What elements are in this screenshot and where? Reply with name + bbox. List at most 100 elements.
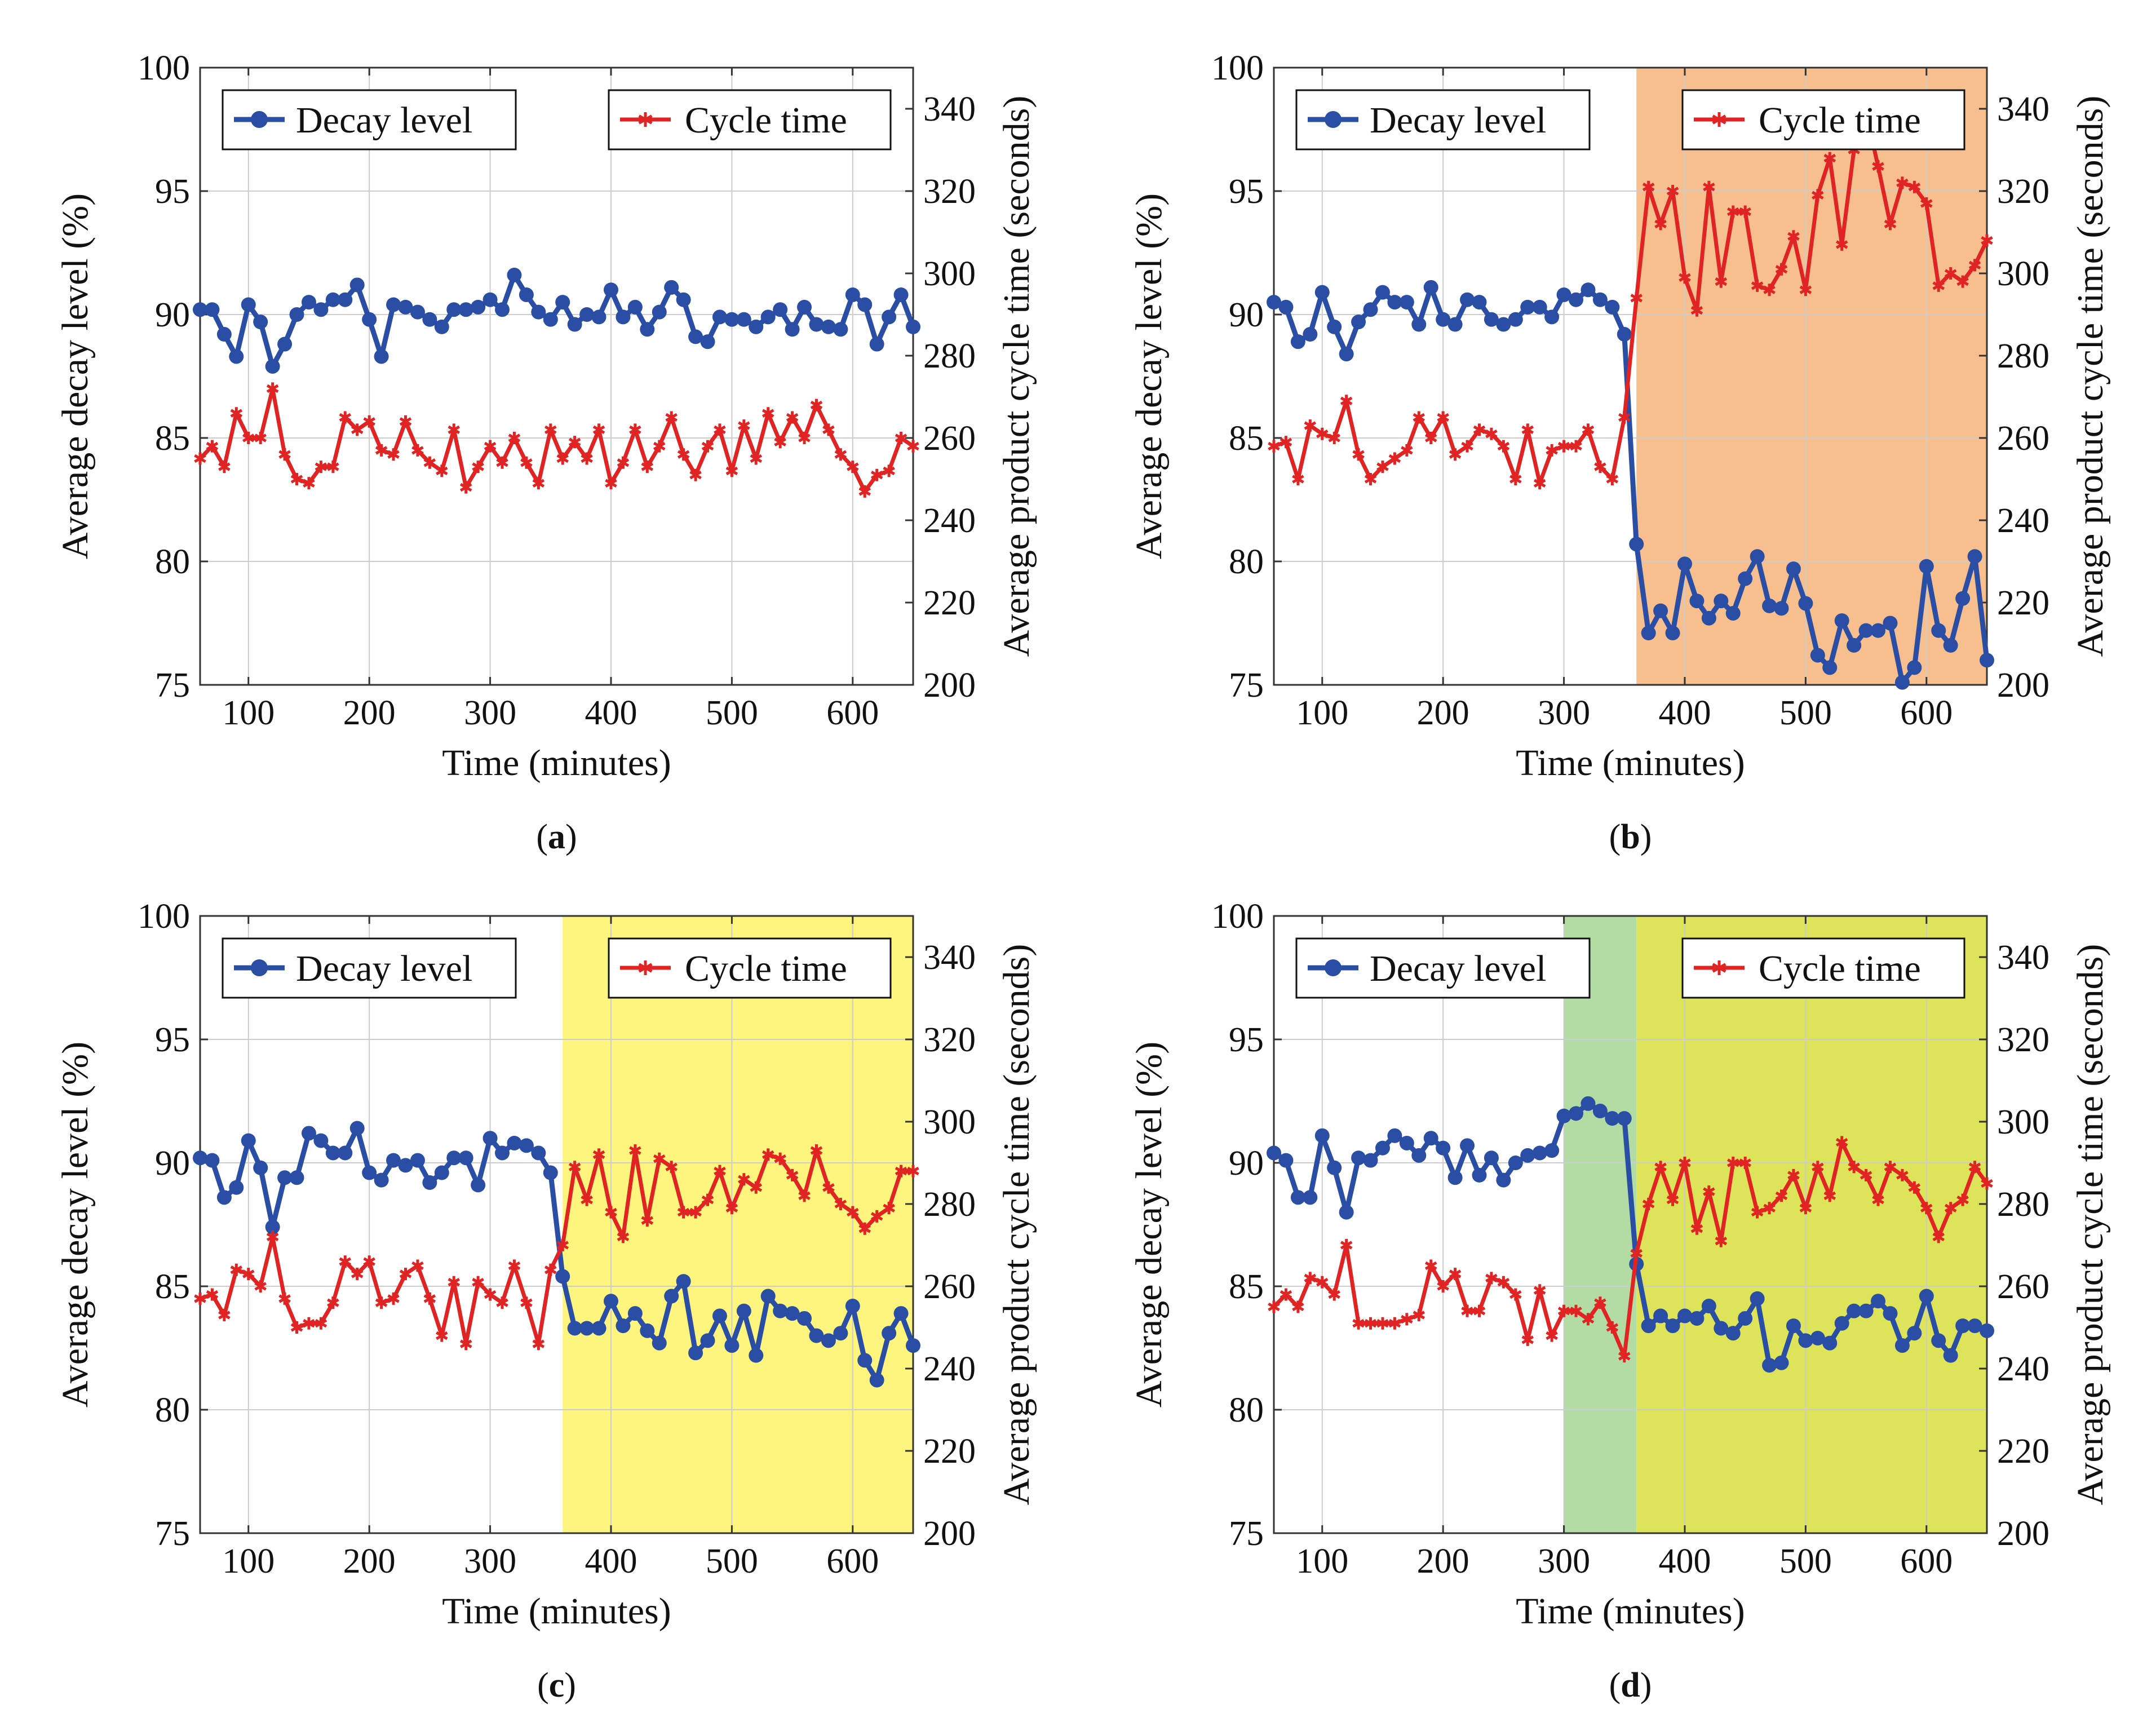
shaded-region-1 xyxy=(1564,916,1637,1533)
decay-level-point xyxy=(785,322,800,337)
decay-level-point xyxy=(1423,1131,1438,1146)
decay-level-point xyxy=(1786,561,1801,577)
y-right-tick-label: 280 xyxy=(1997,337,2049,375)
decay-level-point xyxy=(374,349,389,364)
legend-marker-star xyxy=(638,112,653,127)
cycle-time-point xyxy=(798,1189,811,1202)
decay-level-point xyxy=(1303,327,1318,342)
cycle-time-point xyxy=(822,423,835,436)
decay-level-point xyxy=(374,1172,389,1188)
y-right-tick-label: 320 xyxy=(923,172,976,211)
decay-level-point xyxy=(229,1180,244,1195)
decay-level-point xyxy=(1375,285,1390,300)
decay-level-point xyxy=(1919,1289,1934,1304)
decay-level-point xyxy=(1822,1335,1838,1351)
x-tick-label: 300 xyxy=(464,1542,516,1581)
cycle-time-point xyxy=(1292,473,1304,485)
x-tick-label: 100 xyxy=(222,1542,275,1581)
cycle-time-point xyxy=(1968,1161,1981,1174)
caption-close: ) xyxy=(565,818,577,856)
cycle-time-point xyxy=(1570,440,1582,453)
decay-level-point xyxy=(676,1274,691,1289)
decay-level-point xyxy=(507,1135,522,1150)
cycle-time-point xyxy=(423,1292,436,1305)
cycle-time-point xyxy=(266,382,279,395)
legend-marker-star xyxy=(1712,112,1726,127)
x-tick-label: 600 xyxy=(826,1542,879,1581)
decay-level-point xyxy=(567,317,582,332)
cycle-time-point xyxy=(544,423,557,436)
cycle-time-point xyxy=(472,1276,484,1289)
decay-level-point xyxy=(1544,1143,1560,1158)
y-left-tick-label: 95 xyxy=(1229,1021,1264,1059)
y-left-tick-label: 95 xyxy=(1229,172,1264,211)
decay-level-point xyxy=(1617,327,1632,342)
decay-level-point xyxy=(1581,1096,1596,1111)
decay-level-point xyxy=(1339,1205,1354,1220)
decay-level-point xyxy=(1847,638,1862,653)
decay-level-point xyxy=(797,299,812,315)
series-cycle-time xyxy=(194,382,919,498)
legend-label: Decay level xyxy=(1370,100,1546,141)
decay-level-point xyxy=(338,292,353,307)
y-right-tick-label: 220 xyxy=(923,1432,976,1471)
decay-level-point xyxy=(253,1160,268,1175)
decay-level-point xyxy=(313,302,329,317)
decay-level-point xyxy=(434,319,449,334)
cycle-time-point xyxy=(1775,1189,1788,1202)
x-tick-label: 500 xyxy=(1779,1542,1832,1581)
cycle-time-point xyxy=(701,440,714,453)
cycle-time-point xyxy=(1316,427,1329,440)
x-tick-label: 400 xyxy=(585,1542,637,1581)
cycle-time-point xyxy=(254,1280,267,1292)
cycle-time-point xyxy=(508,1259,521,1272)
decay-level-point xyxy=(797,1311,812,1326)
chart-panel-d: 100 200 300 400 500 600 75 80 85 90 95 100 200 220 240… xyxy=(1128,897,2111,1705)
cycle-time-point xyxy=(532,477,545,490)
decay-level-point xyxy=(398,299,413,315)
decay-level-point xyxy=(1943,638,1958,653)
cycle-time-point xyxy=(1328,1288,1340,1301)
decay-level-point xyxy=(446,1150,462,1166)
decay-level-point xyxy=(543,1165,558,1180)
decay-level-point xyxy=(821,1333,836,1348)
cycle-time-point xyxy=(1835,238,1848,251)
y-left-tick-label: 100 xyxy=(138,49,190,87)
decay-level-point xyxy=(434,1165,449,1180)
cycle-time-point xyxy=(303,1317,315,1330)
decay-level-point xyxy=(1822,660,1838,675)
cycle-time-point xyxy=(544,1263,557,1276)
cycle-time-point xyxy=(1703,180,1715,193)
y-left-tick-label: 95 xyxy=(155,1021,190,1059)
decay-level-point xyxy=(495,1145,510,1161)
cycle-time-point xyxy=(714,423,726,436)
decay-level-point xyxy=(1484,312,1499,327)
cycle-time-point xyxy=(1944,1202,1957,1215)
caption-close: ) xyxy=(1640,818,1652,856)
cycle-time-point xyxy=(1388,452,1401,465)
shaded-region-1 xyxy=(1636,68,1987,685)
y-left-tick-label: 80 xyxy=(155,1391,190,1429)
cycle-time-point xyxy=(629,423,641,436)
x-tick-label: 500 xyxy=(1779,694,1832,732)
x-tick-label: 400 xyxy=(585,694,637,732)
decay-level-point xyxy=(882,1326,897,1341)
cycle-time-point xyxy=(556,1239,569,1251)
y-right-tick-label: 220 xyxy=(1997,584,2049,622)
decay-level-point xyxy=(519,287,534,302)
cycle-time-point xyxy=(423,456,436,469)
decay-level-point xyxy=(1883,1306,1898,1321)
series-decay-level xyxy=(1267,280,1994,690)
decay-level-point xyxy=(1556,1108,1571,1123)
decay-level-point xyxy=(277,337,293,352)
caption-open: ( xyxy=(1609,1666,1621,1705)
decay-level-point xyxy=(712,1308,727,1323)
shaded-region-1 xyxy=(563,916,913,1533)
cycle-time-point xyxy=(1763,1202,1776,1215)
legend-marker-circle xyxy=(251,111,268,128)
decay-level-point xyxy=(1592,1104,1608,1119)
cycle-time-point xyxy=(1401,444,1413,457)
decay-level-point xyxy=(1653,1308,1668,1323)
decay-level-point xyxy=(1641,626,1656,641)
cycle-time-point xyxy=(810,399,823,411)
